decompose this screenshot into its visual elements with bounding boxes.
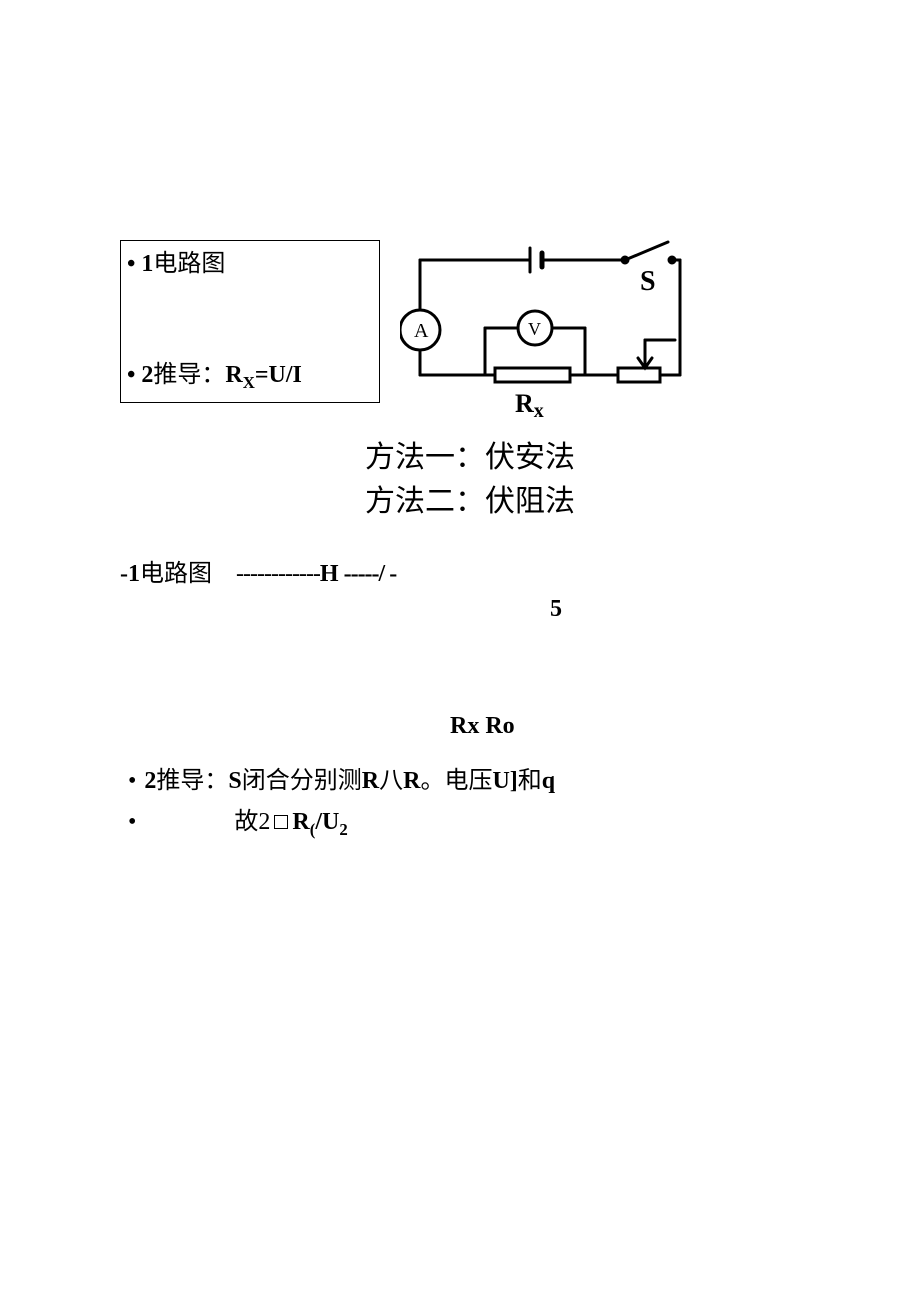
- box-item-2: • 2 推导： RX=U/I: [127, 360, 369, 394]
- bullet-dot: •: [128, 768, 136, 795]
- der2-Rc: R: [292, 809, 309, 835]
- der-f: 。电压: [420, 760, 492, 795]
- ammeter-label: A: [414, 320, 429, 342]
- square-icon: [274, 815, 288, 829]
- item2-formula: RX=U/I: [225, 360, 301, 394]
- der-num: 2: [144, 768, 156, 795]
- der-U: U]: [492, 768, 517, 795]
- der-h: 和: [518, 760, 542, 795]
- der2-a: 故: [234, 801, 258, 836]
- voltmeter-label: V: [528, 319, 541, 339]
- sec2-label: 电路图: [140, 561, 212, 587]
- der2-R: R(/U2: [292, 809, 347, 840]
- resistor-label: Rx: [515, 389, 544, 422]
- der-label: 推导：: [156, 760, 228, 795]
- der-S: S: [228, 768, 241, 795]
- sec2-num: -1: [120, 561, 140, 587]
- formula-R: R: [225, 362, 242, 388]
- der-d: 八: [379, 760, 403, 795]
- der-b: 闭合分别测: [242, 760, 362, 795]
- heading-method2: 方法二：伏阻法: [120, 480, 820, 524]
- der2-sub2: 2: [339, 820, 347, 839]
- top-row: • 1 电路图 • 2 推导： RX=U/I: [120, 240, 820, 430]
- formula-rhs: =U/I: [255, 362, 302, 388]
- box-item-1: • 1 电路图: [127, 249, 369, 280]
- item1-label: 电路图: [153, 249, 225, 280]
- circuit-diagram: A V S Rx: [400, 240, 700, 430]
- method-headings: 方法一：伏安法 方法二：伏阻法: [120, 436, 820, 523]
- item2-number: 2: [141, 360, 153, 391]
- page-content: • 1 电路图 • 2 推导： RX=U/I: [120, 240, 820, 840]
- derivation-line-1: • 2推导： S闭合分别测R八R。电压U]和q: [120, 760, 820, 795]
- sec2-five: 5: [550, 596, 820, 623]
- rx-ro-label: Rx Ro: [450, 713, 820, 740]
- dashes-1: ------------: [236, 561, 320, 587]
- heading-method1: 方法一：伏安法: [120, 436, 820, 480]
- derivation-line-2: • 故2 R(/U2: [120, 801, 820, 840]
- dashes-2: -----/ -: [339, 561, 397, 587]
- bullet-dot: •: [128, 809, 136, 836]
- der-R2: R: [403, 768, 420, 795]
- item2-label: 推导：: [153, 360, 225, 391]
- der-R1: R: [362, 768, 379, 795]
- switch-label: S: [640, 266, 656, 297]
- der2-d: /U: [315, 809, 339, 835]
- sec2-H: H: [320, 561, 339, 587]
- der-q: q: [542, 768, 555, 795]
- sec2-circuit-line: -1电路图 ------------H -----/ -: [120, 553, 820, 588]
- method1-box: • 1 电路图 • 2 推导： RX=U/I: [120, 240, 380, 403]
- formula-sub-X: X: [243, 373, 255, 392]
- bullet-dot: •: [127, 360, 135, 391]
- der2-b: 2: [258, 809, 270, 836]
- bullet-dot: •: [127, 249, 135, 280]
- item1-number: 1: [141, 249, 153, 280]
